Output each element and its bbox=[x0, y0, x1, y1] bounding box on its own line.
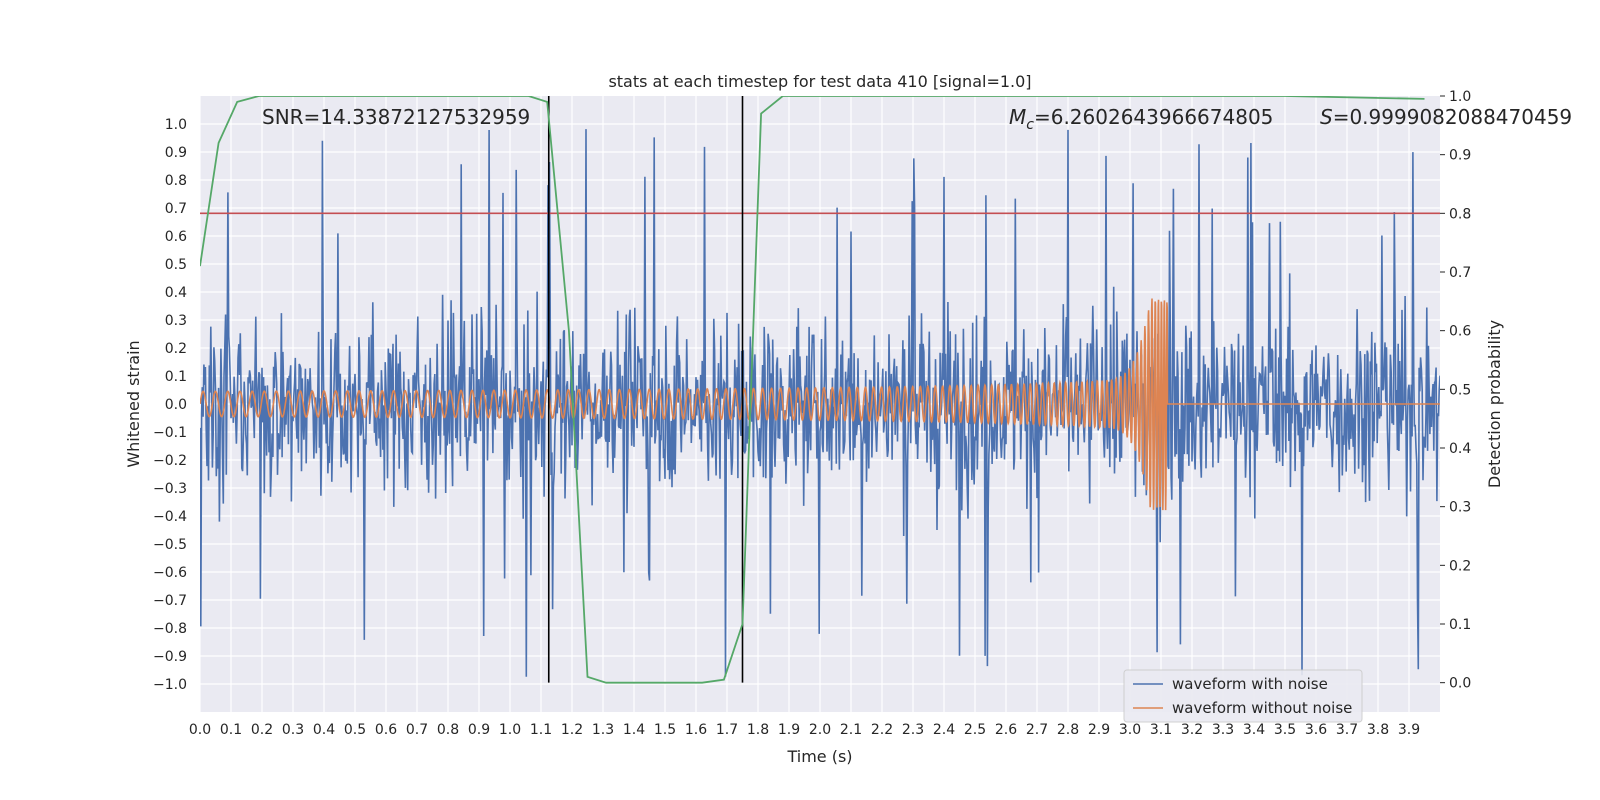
x-tick-label: 0.5 bbox=[344, 722, 366, 738]
x-tick-label: 1.2 bbox=[561, 722, 583, 738]
y-left-tick-label: −0.8 bbox=[153, 621, 187, 637]
score-value: =0.9999082088470459 bbox=[1333, 105, 1572, 129]
y-right-tick-label: 0.6 bbox=[1449, 324, 1471, 340]
x-tick-label: 2.5 bbox=[964, 722, 986, 738]
x-tick-label: 0.1 bbox=[220, 722, 242, 738]
y-left-tick-label: −1.0 bbox=[153, 677, 187, 693]
y-left-tick-label: −0.1 bbox=[153, 425, 187, 441]
x-tick-label: 3.0 bbox=[1119, 722, 1141, 738]
chirp-mass-symbol: M bbox=[1009, 105, 1026, 129]
score-symbol: S bbox=[1320, 105, 1333, 129]
x-tick-label: 3.8 bbox=[1367, 722, 1389, 738]
clean-waveform-line bbox=[200, 298, 1440, 511]
y-left-tick-label: −0.6 bbox=[153, 565, 187, 581]
y-left-tick-label: 1.0 bbox=[165, 117, 187, 133]
y-left-tick-label: −0.5 bbox=[153, 537, 187, 553]
y-left-tick-label: 0.9 bbox=[165, 145, 187, 161]
y-right-tick-label: 1.0 bbox=[1449, 89, 1471, 105]
y-right-tick-label: 0.1 bbox=[1449, 617, 1471, 633]
x-tick-label: 1.3 bbox=[592, 722, 614, 738]
x-tick-label: 1.1 bbox=[530, 722, 552, 738]
y-left-tick-label: 0.1 bbox=[165, 369, 187, 385]
x-tick-label: 0.7 bbox=[406, 722, 428, 738]
x-tick-label: 2.7 bbox=[1026, 722, 1048, 738]
noisy-waveform-line bbox=[200, 129, 1440, 677]
x-tick-label: 1.7 bbox=[716, 722, 738, 738]
y-right-tick-label: 0.2 bbox=[1449, 558, 1471, 574]
x-axis-label: Time (s) bbox=[786, 747, 852, 766]
snr-annotation: SNR=14.33872127532959 bbox=[262, 105, 530, 129]
chirp-mass-value: =6.2602643966674805 bbox=[1034, 105, 1273, 129]
x-tick-label: 1.9 bbox=[778, 722, 800, 738]
y-left-tick-label: 0.4 bbox=[165, 285, 187, 301]
x-tick-label: 2.8 bbox=[1057, 722, 1079, 738]
score-annotation: S=0.9999082088470459 bbox=[1320, 105, 1572, 129]
y-right-tick-label: 0.5 bbox=[1449, 382, 1471, 398]
chirp-mass-annotation: Mc=6.2602643966674805 bbox=[1009, 105, 1273, 133]
y-left-tick-label: 0.8 bbox=[165, 173, 187, 189]
series-layer bbox=[200, 96, 1440, 684]
y-left-tick-label: −0.4 bbox=[153, 509, 187, 525]
x-tick-label: 3.4 bbox=[1243, 722, 1265, 738]
y-right-tick-label: 0.9 bbox=[1449, 148, 1471, 164]
x-tick-label: 3.2 bbox=[1181, 722, 1203, 738]
x-tick-label: 3.3 bbox=[1212, 722, 1234, 738]
y-left-tick-label: 0.0 bbox=[165, 397, 187, 413]
x-tick-label: 1.8 bbox=[747, 722, 769, 738]
x-tick-label: 1.0 bbox=[499, 722, 521, 738]
y-left-tick-label: 0.2 bbox=[165, 341, 187, 357]
y-right-tick-label: 0.8 bbox=[1449, 206, 1471, 222]
y-left-tick-label: −0.7 bbox=[153, 593, 187, 609]
x-tick-label: 3.7 bbox=[1336, 722, 1358, 738]
y-left-tick-label: 0.5 bbox=[165, 257, 187, 273]
x-tick-label: 0.6 bbox=[375, 722, 397, 738]
x-tick-label: 0.8 bbox=[437, 722, 459, 738]
x-tick-label: 0.3 bbox=[282, 722, 304, 738]
x-tick-label: 2.3 bbox=[902, 722, 924, 738]
y-left-tick-label: −0.3 bbox=[153, 481, 187, 497]
x-tick-label: 0.0 bbox=[189, 722, 211, 738]
x-tick-label: 1.5 bbox=[654, 722, 676, 738]
x-tick-label: 2.9 bbox=[1088, 722, 1110, 738]
y-right-tick-label: 0.0 bbox=[1449, 676, 1471, 692]
x-tick-label: 2.2 bbox=[871, 722, 893, 738]
detection-probability-line bbox=[200, 96, 1425, 684]
y-left-tick-label: 0.7 bbox=[165, 201, 187, 217]
y-left-tick-label: 0.3 bbox=[165, 313, 187, 329]
x-tick-label: 3.1 bbox=[1150, 722, 1172, 738]
legend-label-clean: waveform without noise bbox=[1172, 699, 1352, 717]
legend-label-noisy: waveform with noise bbox=[1172, 675, 1328, 693]
x-tick-label: 3.5 bbox=[1274, 722, 1296, 738]
y-right-tick-label: 0.3 bbox=[1449, 500, 1471, 516]
x-tick-label: 0.4 bbox=[313, 722, 335, 738]
y-right-tick-label: 0.7 bbox=[1449, 265, 1471, 281]
x-tick-label: 3.6 bbox=[1305, 722, 1327, 738]
x-tick-label: 3.9 bbox=[1398, 722, 1420, 738]
y-axis-label-right: Detection probability bbox=[1485, 320, 1504, 488]
y-axis-label-left: Whitened strain bbox=[124, 340, 143, 467]
legend: waveform with noise waveform without noi… bbox=[1123, 669, 1363, 723]
y-left-tick-label: 0.6 bbox=[165, 229, 187, 245]
chirp-mass-subscript: c bbox=[1026, 117, 1034, 133]
x-tick-label: 2.6 bbox=[995, 722, 1017, 738]
y-left-tick-label: −0.2 bbox=[153, 453, 187, 469]
x-tick-label: 1.4 bbox=[623, 722, 645, 738]
chart-title: stats at each timestep for test data 410… bbox=[608, 72, 1031, 91]
x-tick-label: 2.0 bbox=[809, 722, 831, 738]
x-tick-label: 2.1 bbox=[840, 722, 862, 738]
legend-box bbox=[1123, 669, 1363, 723]
y-right-tick-label: 0.4 bbox=[1449, 441, 1471, 457]
x-tick-label: 0.9 bbox=[468, 722, 490, 738]
x-tick-label: 1.6 bbox=[685, 722, 707, 738]
x-tick-label: 0.2 bbox=[251, 722, 273, 738]
x-tick-label: 2.4 bbox=[933, 722, 955, 738]
tick-labels: 0.0 0.1 0.2 0.3 0.4 0.5 0.6 0.7 0.8 0.9 1.0 1.1 1.2 1… bbox=[153, 89, 1471, 738]
y-left-tick-label: −0.9 bbox=[153, 649, 187, 665]
